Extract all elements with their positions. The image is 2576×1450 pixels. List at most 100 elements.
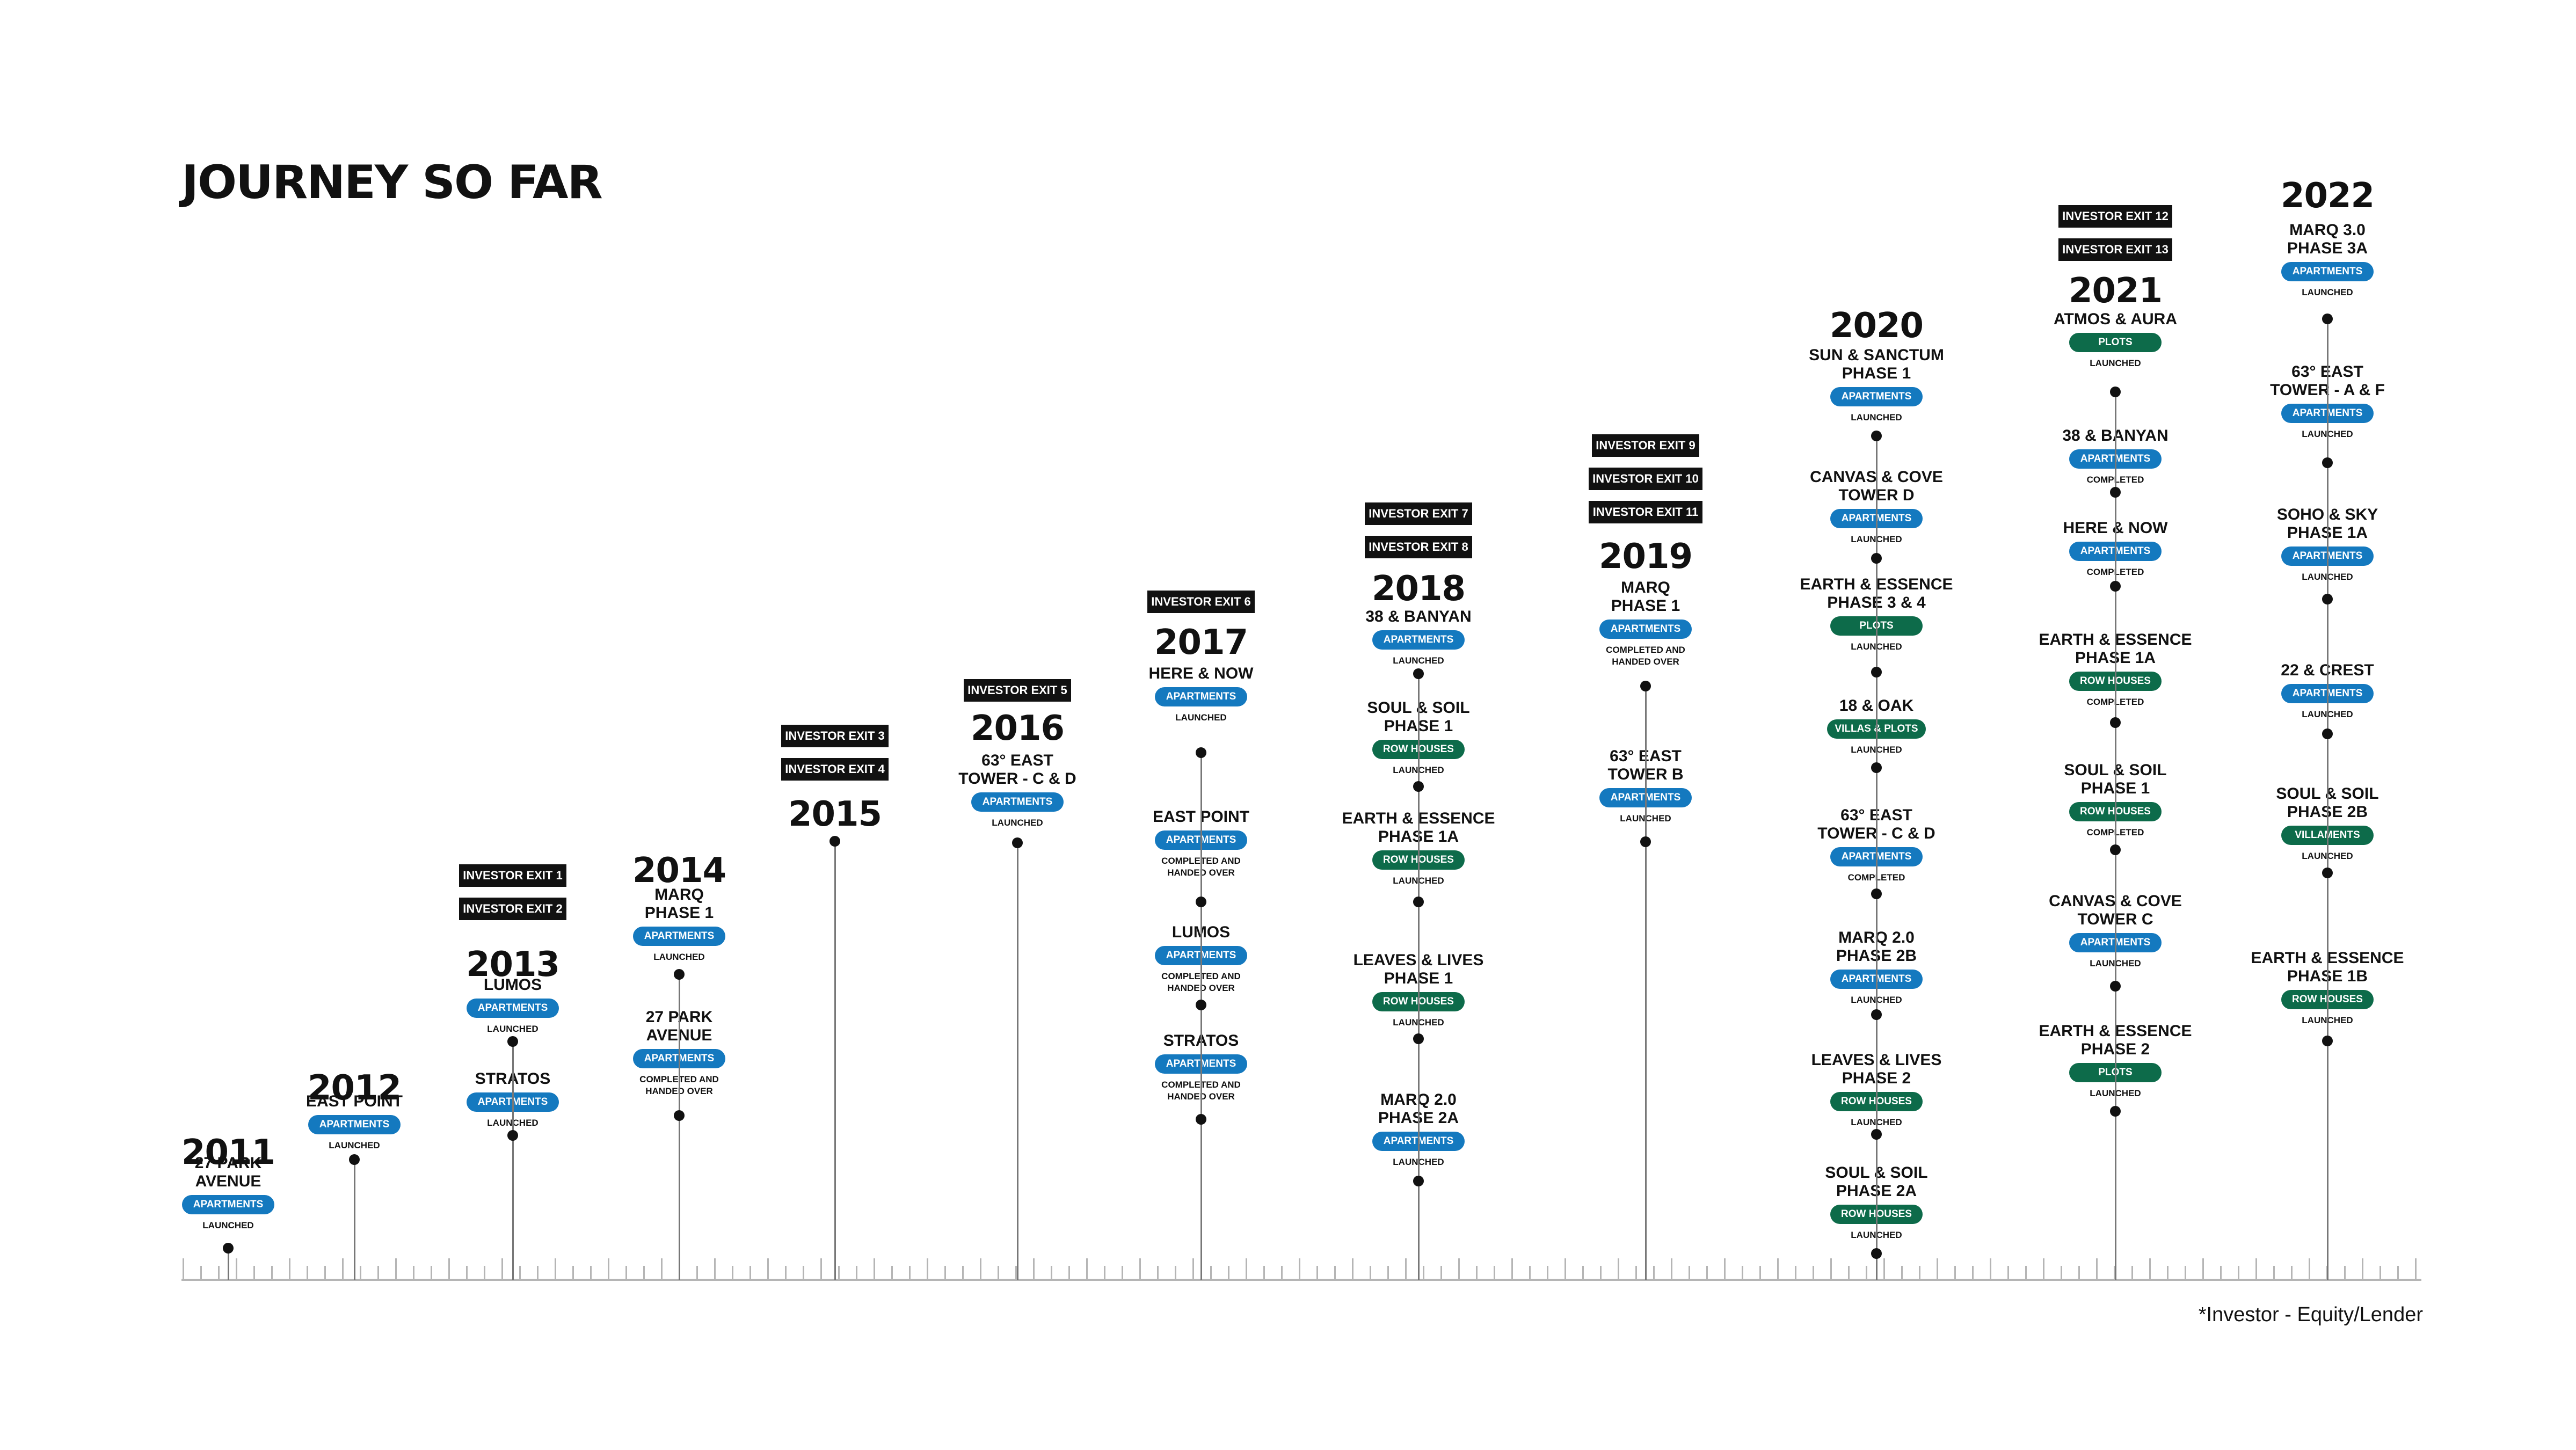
milestone-dot <box>349 1154 360 1165</box>
axis-tick <box>324 1266 326 1280</box>
axis-tick <box>1830 1258 1832 1280</box>
project-name: EARTH & ESSENCE PHASE 1B <box>2251 949 2404 985</box>
milestone-dot <box>1413 1033 1424 1044</box>
investor-exit-badge: INVESTOR EXIT 6 <box>1147 591 1255 613</box>
axis-tick <box>2114 1266 2115 1280</box>
project-name: 38 & BANYAN <box>2062 427 2169 445</box>
milestone-dot <box>1413 897 1424 907</box>
axis-tick <box>661 1258 663 1280</box>
milestone-dot <box>2110 1106 2121 1117</box>
milestone-dot <box>1196 1114 1206 1125</box>
year-stem <box>1876 436 1878 1280</box>
axis-tick <box>749 1266 751 1280</box>
axis-tick <box>1689 1266 1690 1280</box>
status-label: LAUNCHED <box>1175 712 1227 723</box>
axis-tick <box>572 1266 574 1280</box>
axis-tick <box>1104 1266 1105 1280</box>
axis-tick <box>271 1266 273 1280</box>
axis-tick <box>1068 1266 1070 1280</box>
axis-tick <box>625 1266 627 1280</box>
axis-tick <box>360 1266 361 1280</box>
milestone-dot <box>1871 888 1882 899</box>
axis-tick <box>1175 1266 1176 1280</box>
axis-tick <box>1883 1258 1885 1280</box>
axis-tick <box>643 1266 645 1280</box>
axis-tick <box>2149 1258 2151 1280</box>
apartments-tag: APARTMENTS <box>467 999 559 1018</box>
axis-tick <box>944 1266 946 1280</box>
apartments-tag: APARTMENTS <box>2281 262 2374 281</box>
investor-exit-badge: INVESTOR EXIT 8 <box>1365 536 1472 558</box>
year-stem <box>228 1248 229 1280</box>
axis-tick <box>377 1266 379 1280</box>
axis-tick <box>1157 1266 1159 1280</box>
year-label: 2013 <box>465 945 560 985</box>
axis-tick <box>590 1266 592 1280</box>
milestone-dot <box>829 836 840 847</box>
apartments-tag: APARTMENTS <box>1372 630 1465 650</box>
axis-tick <box>696 1266 698 1280</box>
milestone-dot <box>223 1243 234 1254</box>
apartments-tag: APARTMENTS <box>308 1115 401 1134</box>
axis-tick <box>1033 1258 1035 1280</box>
apartments-tag: APARTMENTS <box>971 792 1064 812</box>
project-name: HERE & NOW <box>2063 519 2168 537</box>
axis-tick <box>253 1266 255 1280</box>
project-name: MARQ 3.0 PHASE 3A <box>2287 221 2368 257</box>
milestone-dot <box>2322 728 2333 739</box>
axis-tick <box>1777 1258 1779 1280</box>
axis-tick <box>2131 1266 2133 1280</box>
project-name: 63° EAST TOWER - C & D <box>958 752 1076 788</box>
axis-tick <box>1635 1266 1637 1280</box>
milestone-dot <box>2110 487 2121 498</box>
axis-tick <box>555 1258 556 1280</box>
axis-tick <box>856 1266 857 1280</box>
investor-exit-badge: INVESTOR EXIT 7 <box>1365 502 1472 525</box>
milestone-dot <box>2110 844 2121 855</box>
axis-tick <box>1387 1266 1389 1280</box>
axis-tick <box>2397 1266 2399 1280</box>
milestone-dot <box>1871 553 1882 564</box>
axis-tick <box>998 1266 999 1280</box>
axis-tick <box>1352 1258 1354 1280</box>
axis-tick <box>1210 1266 1212 1280</box>
axis-tick <box>307 1266 308 1280</box>
year-stem <box>512 1041 514 1280</box>
axis-tick <box>2344 1266 2346 1280</box>
year-label: 2018 <box>1371 569 1466 609</box>
axis-tick <box>1919 1266 1920 1280</box>
status-label: COMPLETED AND HANDED OVER <box>1606 645 1685 667</box>
axis-tick <box>1051 1266 1052 1280</box>
axis-tick <box>714 1258 716 1280</box>
investor-exit-badge: INVESTOR EXIT 4 <box>781 758 889 781</box>
milestone-dot <box>1413 668 1424 679</box>
year-label: 2012 <box>307 1068 402 1108</box>
milestone-dot <box>507 1036 518 1047</box>
axis-tick <box>767 1258 769 1280</box>
axis-tick <box>1281 1266 1283 1280</box>
axis-tick <box>962 1266 964 1280</box>
apartments-tag: APARTMENTS <box>633 927 725 946</box>
status-label: LAUNCHED <box>2302 287 2353 297</box>
milestone-dot <box>2322 868 2333 878</box>
milestone-dot <box>1196 897 1206 907</box>
year-label: 2015 <box>788 795 882 834</box>
axis-tick <box>838 1266 840 1280</box>
axis-tick <box>927 1258 928 1280</box>
year-label: 2014 <box>632 851 726 891</box>
axis-tick <box>1990 1258 1991 1280</box>
axis-tick <box>501 1258 503 1280</box>
project-name: LEAVES & LIVES PHASE 1 <box>1353 951 1484 987</box>
project-name: MARQ PHASE 1 <box>644 886 714 922</box>
year-stem <box>354 1160 355 1280</box>
milestone-dot <box>2110 981 2121 992</box>
axis-tick <box>2078 1266 2080 1280</box>
project-name: 38 & BANYAN <box>1365 608 1472 625</box>
year-label: 2011 <box>181 1133 275 1172</box>
axis-tick <box>395 1258 397 1280</box>
axis-tick <box>874 1258 875 1280</box>
project-name: 63° EAST TOWER - A & F <box>2270 363 2385 399</box>
axis-tick <box>1742 1266 1743 1280</box>
project-name: SOHO & SKY PHASE 1A <box>2276 506 2378 542</box>
axis-tick <box>2096 1258 2098 1280</box>
